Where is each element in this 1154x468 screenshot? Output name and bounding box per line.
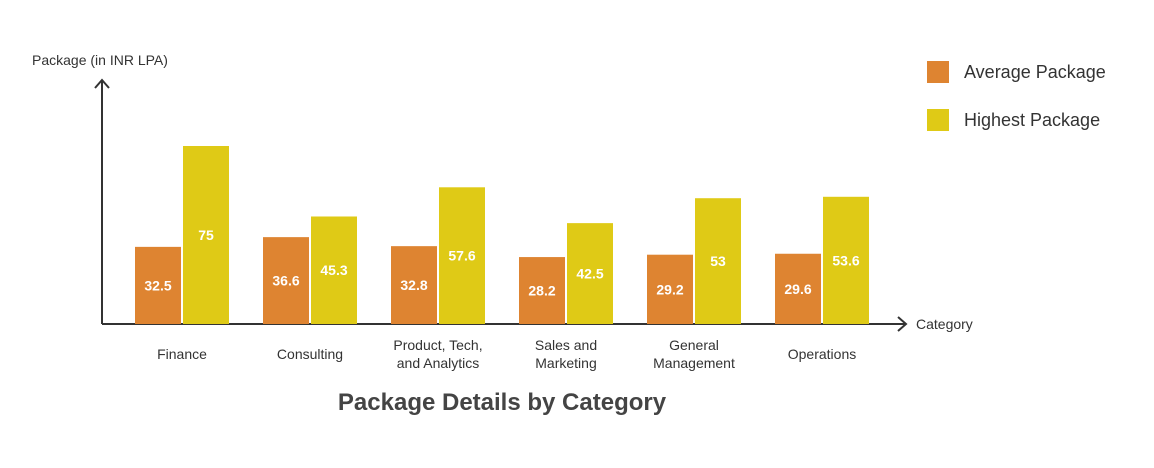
category-label-sales-and-marketing: Sales and xyxy=(535,337,597,353)
value-label-average-package-consulting: 36.6 xyxy=(272,273,299,289)
bar-highest-package-product-tech-and-analytics xyxy=(439,187,485,324)
legend-label-highest-package: Highest Package xyxy=(964,110,1100,130)
category-label-sales-and-marketing: Marketing xyxy=(535,355,596,371)
category-label-finance: Finance xyxy=(157,346,207,362)
bar-average-package-finance xyxy=(135,246,181,324)
value-label-average-package-general-management: 29.2 xyxy=(656,281,683,297)
category-label-product-tech-and-analytics: Product, Tech, xyxy=(393,337,482,353)
x-axis-arrow xyxy=(897,316,908,332)
chart-title: Package Details by Category xyxy=(338,389,667,416)
value-label-average-package-product-tech-and-analytics: 32.8 xyxy=(400,277,427,293)
category-label-operations: Operations xyxy=(788,346,856,362)
bars-group: 32.5 75 36.6 45.3 32.8 57.6 28.2 42.5 29.2 53 29.6… xyxy=(135,146,869,324)
category-labels-group: Finance Consulting Product, Tech, and Analy… xyxy=(157,337,856,371)
bar-highest-package-operations xyxy=(823,196,869,324)
category-label-consulting: Consulting xyxy=(277,346,343,362)
y-axis-title: Package (in INR LPA) xyxy=(32,52,168,68)
legend-swatch-average-package xyxy=(927,61,949,83)
legend: Average Package Highest Package xyxy=(927,61,1106,131)
category-label-general-management: General xyxy=(669,337,719,353)
value-label-highest-package-consulting: 45.3 xyxy=(320,262,347,278)
bar-average-package-general-management xyxy=(647,254,693,324)
legend-label-average-package: Average Package xyxy=(964,62,1106,82)
bar-highest-package-sales-and-marketing xyxy=(567,223,613,324)
value-label-average-package-finance: 32.5 xyxy=(144,277,171,293)
category-label-general-management: Management xyxy=(653,355,735,371)
bar-average-package-operations xyxy=(775,253,821,324)
bar-highest-package-finance xyxy=(183,146,229,324)
x-axis-title: Category xyxy=(916,316,973,332)
bar-highest-package-consulting xyxy=(311,216,357,324)
value-label-highest-package-sales-and-marketing: 42.5 xyxy=(576,266,603,282)
bar-average-package-consulting xyxy=(263,237,309,324)
bar-average-package-product-tech-and-analytics xyxy=(391,246,437,324)
value-label-average-package-operations: 29.6 xyxy=(784,281,811,297)
category-label-product-tech-and-analytics: and Analytics xyxy=(397,355,480,371)
bar-highest-package-general-management xyxy=(695,198,741,324)
value-label-average-package-sales-and-marketing: 28.2 xyxy=(528,283,555,299)
value-label-highest-package-operations: 53.6 xyxy=(832,252,859,268)
bar-average-package-sales-and-marketing xyxy=(519,257,565,324)
legend-swatch-highest-package xyxy=(927,109,949,131)
y-axis-arrow xyxy=(94,78,110,89)
value-label-highest-package-product-tech-and-analytics: 57.6 xyxy=(448,248,475,264)
value-label-highest-package-general-management: 53 xyxy=(710,253,726,269)
value-label-highest-package-finance: 75 xyxy=(198,227,214,243)
